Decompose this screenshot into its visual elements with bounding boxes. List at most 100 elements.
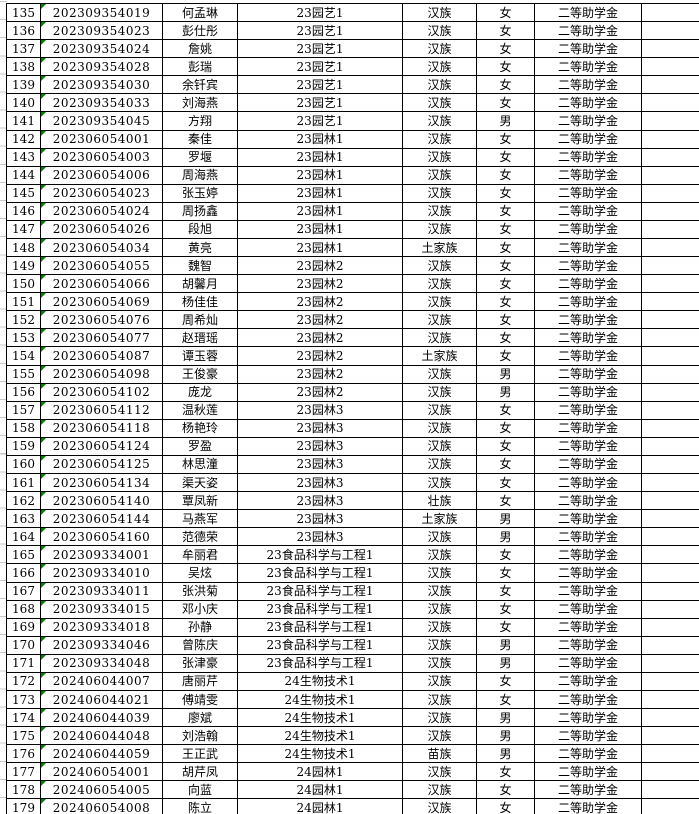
cell-row-number[interactable]: 155: [6, 364, 41, 384]
cell-ethnicity[interactable]: 汉族: [402, 93, 477, 113]
cell-gender[interactable]: 男: [476, 744, 535, 764]
cell-empty[interactable]: [641, 201, 699, 221]
cell-empty[interactable]: [641, 39, 699, 59]
cell-student-id[interactable]: 202306054134: [40, 473, 163, 493]
cell-gender[interactable]: 男: [476, 111, 535, 131]
cell-class[interactable]: 24生物技术1: [237, 671, 403, 691]
cell-row-number[interactable]: 149: [6, 256, 41, 276]
cell-student-id[interactable]: 202306054055: [40, 256, 163, 276]
cell-ethnicity[interactable]: 汉族: [402, 436, 477, 456]
cell-ethnicity[interactable]: 汉族: [402, 762, 477, 782]
cell-gender[interactable]: 女: [476, 75, 535, 95]
cell-class[interactable]: 23食品科学与工程1: [237, 635, 403, 655]
cell-name[interactable]: 牟丽君: [162, 545, 238, 565]
cell-gender[interactable]: 女: [476, 57, 535, 77]
cell-class[interactable]: 23食品科学与工程1: [237, 617, 403, 637]
cell-class[interactable]: 23园艺1: [237, 2, 403, 23]
cell-empty[interactable]: [641, 346, 699, 366]
cell-row-number[interactable]: 135: [6, 2, 41, 23]
cell-name[interactable]: 詹姚: [162, 39, 238, 59]
cell-ethnicity[interactable]: 汉族: [402, 57, 477, 77]
cell-name[interactable]: 周扬鑫: [162, 201, 238, 221]
cell-name[interactable]: 向蓝: [162, 780, 238, 800]
cell-ethnicity[interactable]: 汉族: [402, 219, 477, 240]
cell-student-id[interactable]: 202306054102: [40, 382, 163, 402]
cell-gender[interactable]: 女: [476, 798, 535, 814]
cell-student-id[interactable]: 202306054112: [40, 400, 163, 420]
cell-student-id[interactable]: 202306054144: [40, 509, 163, 529]
cell-gender[interactable]: 女: [476, 147, 535, 167]
cell-class[interactable]: 23园林2: [237, 346, 403, 366]
cell-empty[interactable]: [641, 219, 699, 240]
cell-empty[interactable]: [641, 744, 699, 764]
cell-row-number[interactable]: 179: [6, 798, 41, 814]
cell-gender[interactable]: 女: [476, 671, 535, 691]
cell-ethnicity[interactable]: 汉族: [402, 111, 477, 131]
cell-class[interactable]: 24生物技术1: [237, 689, 403, 710]
cell-ethnicity[interactable]: 汉族: [402, 798, 477, 814]
cell-scholarship[interactable]: 二等助学金: [534, 563, 642, 583]
cell-name[interactable]: 唐丽芹: [162, 671, 238, 691]
cell-name[interactable]: 周海燕: [162, 165, 238, 185]
cell-class[interactable]: 23园林1: [237, 129, 403, 149]
cell-name[interactable]: 林思潼: [162, 454, 238, 475]
cell-scholarship[interactable]: 二等助学金: [534, 292, 642, 312]
cell-row-number[interactable]: 153: [6, 328, 41, 348]
cell-ethnicity[interactable]: 土家族: [402, 346, 477, 366]
cell-row-number[interactable]: 141: [6, 111, 41, 131]
cell-student-id[interactable]: 202406054001: [40, 762, 163, 782]
cell-student-id[interactable]: 202309354045: [40, 111, 163, 131]
cell-ethnicity[interactable]: 汉族: [402, 165, 477, 185]
cell-name[interactable]: 陈立: [162, 798, 238, 814]
cell-class[interactable]: 24生物技术1: [237, 708, 403, 728]
cell-gender[interactable]: 女: [476, 93, 535, 113]
cell-name[interactable]: 刘海燕: [162, 93, 238, 113]
cell-student-id[interactable]: 202306054069: [40, 292, 163, 312]
cell-gender[interactable]: 女: [476, 183, 535, 203]
cell-ethnicity[interactable]: 汉族: [402, 364, 477, 384]
cell-class[interactable]: 23园林1: [237, 238, 403, 258]
cell-ethnicity[interactable]: 汉族: [402, 473, 477, 493]
cell-class[interactable]: 23园林2: [237, 382, 403, 402]
cell-ethnicity[interactable]: 汉族: [402, 256, 477, 276]
cell-scholarship[interactable]: 二等助学金: [534, 346, 642, 366]
cell-scholarship[interactable]: 二等助学金: [534, 21, 642, 41]
cell-empty[interactable]: [641, 798, 699, 814]
cell-student-id[interactable]: 202306054024: [40, 201, 163, 221]
cell-student-id[interactable]: 202306054006: [40, 165, 163, 185]
cell-row-number[interactable]: 162: [6, 491, 41, 511]
cell-student-id[interactable]: 202306054023: [40, 183, 163, 203]
cell-gender[interactable]: 男: [476, 509, 535, 529]
cell-gender[interactable]: 男: [476, 653, 535, 673]
cell-name[interactable]: 谭玉蓉: [162, 346, 238, 366]
cell-student-id[interactable]: 202306054003: [40, 147, 163, 167]
cell-row-number[interactable]: 175: [6, 726, 41, 746]
cell-student-id[interactable]: 202306054026: [40, 219, 163, 240]
cell-student-id[interactable]: 202406054005: [40, 780, 163, 800]
cell-scholarship[interactable]: 二等助学金: [534, 617, 642, 637]
cell-gender[interactable]: 女: [476, 292, 535, 312]
cell-ethnicity[interactable]: 汉族: [402, 545, 477, 565]
cell-gender[interactable]: 女: [476, 256, 535, 276]
cell-scholarship[interactable]: 二等助学金: [534, 581, 642, 601]
cell-row-number[interactable]: 164: [6, 527, 41, 547]
cell-class[interactable]: 23园艺1: [237, 111, 403, 131]
cell-scholarship[interactable]: 二等助学金: [534, 527, 642, 547]
cell-empty[interactable]: [641, 364, 699, 384]
cell-student-id[interactable]: 202406044048: [40, 726, 163, 746]
cell-row-number[interactable]: 172: [6, 671, 41, 691]
cell-row-number[interactable]: 138: [6, 57, 41, 77]
cell-scholarship[interactable]: 二等助学金: [534, 708, 642, 728]
cell-student-id[interactable]: 202309354024: [40, 39, 163, 59]
cell-gender[interactable]: 男: [476, 364, 535, 384]
cell-scholarship[interactable]: 二等助学金: [534, 744, 642, 764]
cell-gender[interactable]: 女: [476, 545, 535, 565]
cell-gender[interactable]: 女: [476, 418, 535, 438]
cell-empty[interactable]: [641, 93, 699, 113]
cell-empty[interactable]: [641, 400, 699, 420]
cell-ethnicity[interactable]: 汉族: [402, 671, 477, 691]
cell-student-id[interactable]: 202306054118: [40, 418, 163, 438]
cell-gender[interactable]: 女: [476, 219, 535, 240]
cell-class[interactable]: 24园林1: [237, 780, 403, 800]
cell-scholarship[interactable]: 二等助学金: [534, 165, 642, 185]
